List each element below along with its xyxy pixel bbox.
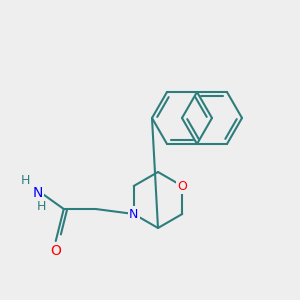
Text: N: N (129, 208, 138, 220)
Text: H: H (21, 175, 30, 188)
Text: O: O (177, 179, 187, 193)
Text: H: H (37, 200, 46, 214)
Text: O: O (50, 244, 61, 258)
Text: N: N (33, 186, 43, 200)
